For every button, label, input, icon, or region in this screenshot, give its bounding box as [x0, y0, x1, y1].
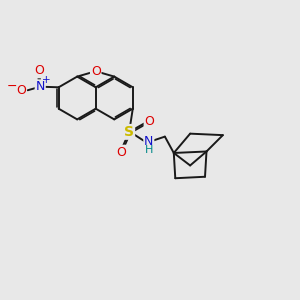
- Text: N: N: [35, 80, 45, 93]
- Text: S: S: [124, 125, 134, 139]
- Text: O: O: [145, 115, 154, 128]
- Text: −: −: [7, 80, 17, 93]
- Text: O: O: [91, 65, 101, 78]
- Text: N: N: [144, 135, 154, 148]
- Text: +: +: [42, 75, 51, 85]
- Text: H: H: [145, 145, 153, 155]
- Text: O: O: [116, 146, 126, 159]
- Text: O: O: [35, 64, 45, 77]
- Text: O: O: [16, 84, 26, 97]
